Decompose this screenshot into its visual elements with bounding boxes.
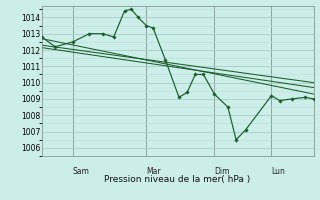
Text: Mar: Mar: [146, 167, 161, 176]
Text: Sam: Sam: [73, 167, 90, 176]
X-axis label: Pression niveau de la mer( hPa ): Pression niveau de la mer( hPa ): [104, 175, 251, 184]
Text: Lun: Lun: [271, 167, 285, 176]
Text: Dim: Dim: [214, 167, 230, 176]
